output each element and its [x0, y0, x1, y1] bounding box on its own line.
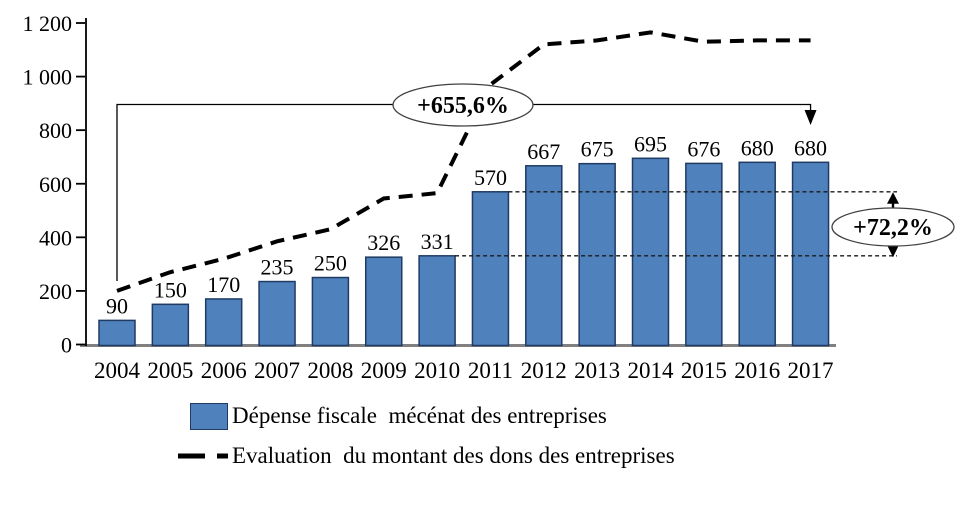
growth-arrow-up-head [887, 192, 899, 204]
bar-value-2016: 680 [741, 135, 774, 160]
x-label-2016: 2016 [734, 358, 780, 383]
bar-2007 [258, 280, 296, 347]
bar-2008 [311, 276, 350, 347]
bar-value-2010: 331 [421, 229, 454, 254]
x-label-2015: 2015 [681, 358, 727, 383]
bar-2013 [578, 162, 616, 347]
x-label-2007: 2007 [254, 358, 300, 383]
bar-value-2006: 170 [207, 272, 240, 297]
dashed-line-swatch [178, 451, 228, 461]
x-label-2011: 2011 [468, 358, 513, 383]
legend-item-bars: Dépense fiscale mécénat des entreprises [178, 401, 675, 431]
total-growth-arrowhead [804, 110, 817, 125]
x-label-2005: 2005 [147, 358, 193, 383]
bar-value-2009: 326 [367, 230, 400, 255]
x-label-2012: 2012 [521, 358, 567, 383]
x-label-2006: 2006 [201, 358, 247, 383]
bar-value-2015: 676 [687, 136, 720, 161]
bar-2009 [365, 256, 403, 347]
x-label-2017: 2017 [788, 358, 834, 383]
dons-dashed-line [116, 30, 811, 293]
bar-2006 [204, 298, 243, 347]
y-label-800: 800 [39, 118, 72, 143]
y-label-1000: 1 000 [23, 65, 73, 90]
bar-swatch [190, 402, 228, 430]
bar-2016 [738, 161, 776, 347]
x-label-2008: 2008 [307, 358, 353, 383]
total-growth-label: +655,6% [417, 93, 509, 119]
x-label-2010: 2010 [414, 358, 460, 383]
growth-2010-2011-ellipse [831, 207, 955, 247]
y-label-0: 0 [61, 333, 72, 358]
growth-2010-2011-label: +72,2% [853, 215, 933, 241]
y-label-200: 200 [39, 279, 72, 304]
y-label-600: 600 [39, 172, 72, 197]
x-label-2014: 2014 [628, 358, 675, 383]
bar-2004 [98, 319, 136, 347]
bar-value-2014: 695 [634, 131, 667, 156]
x-label-2004: 2004 [94, 358, 141, 383]
x-label-2013: 2013 [574, 358, 620, 383]
legend-item-line: Evaluation du montant des dons des entre… [178, 441, 675, 471]
growth-arrow-down-head [887, 244, 899, 258]
bar-2015 [685, 162, 723, 347]
bar-2005 [151, 303, 190, 347]
bar-value-2011: 570 [474, 165, 507, 190]
bar-value-2013: 675 [581, 137, 614, 162]
bar-value-2004: 90 [106, 293, 128, 318]
y-label-1200: 1 200 [23, 11, 73, 36]
legend-label-line: Evaluation du montant des dons des entre… [232, 443, 675, 468]
bar-value-2012: 667 [527, 139, 560, 164]
legend: Dépense fiscale mécénat des entreprises … [178, 401, 675, 471]
bar-value-2005: 150 [154, 277, 187, 302]
bar-2014 [631, 157, 670, 347]
x-label-2009: 2009 [361, 358, 407, 383]
legend-label-bars: Dépense fiscale mécénat des entreprises [232, 403, 607, 428]
bar-value-2007: 235 [261, 255, 294, 280]
y-label-400: 400 [39, 225, 72, 250]
bar-2010 [418, 255, 456, 347]
bar-value-2017: 680 [794, 135, 827, 160]
bar-2017 [791, 161, 830, 347]
bar-2011 [471, 191, 510, 347]
bar-value-2008: 250 [314, 251, 347, 276]
total-growth-ellipse [392, 83, 534, 127]
